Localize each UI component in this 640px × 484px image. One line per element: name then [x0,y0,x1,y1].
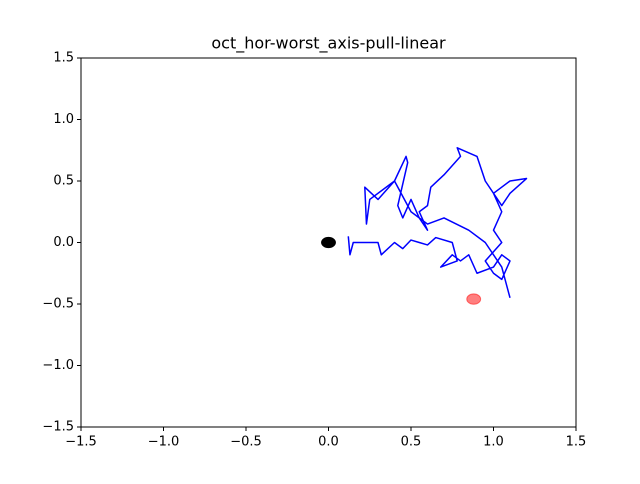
y-tick-label: 0.5 [53,174,74,189]
x-tick-label: −0.5 [230,435,262,450]
y-tick-label: −0.5 [42,297,74,312]
y-tick-label: −1.5 [42,420,74,435]
y-tick-label: 0.0 [53,235,74,250]
x-tick-label: 0.5 [401,435,422,450]
x-tick-label: 0.0 [318,435,339,450]
marker [321,236,336,249]
x-tick-label: −1.0 [148,435,180,450]
x-tick-label: 1.5 [566,435,587,450]
marker [466,293,482,305]
y-tick-label: 1.5 [53,51,74,66]
chart-title: oct_hor-worst_axis-pull-linear [211,34,446,54]
x-tick-label: 1.0 [483,435,504,450]
y-tick-label: −1.0 [42,358,74,373]
y-tick-label: 1.0 [53,112,74,127]
trajectory-line [347,147,528,299]
x-tick-label: −1.5 [65,435,97,450]
plot-frame [80,57,577,428]
